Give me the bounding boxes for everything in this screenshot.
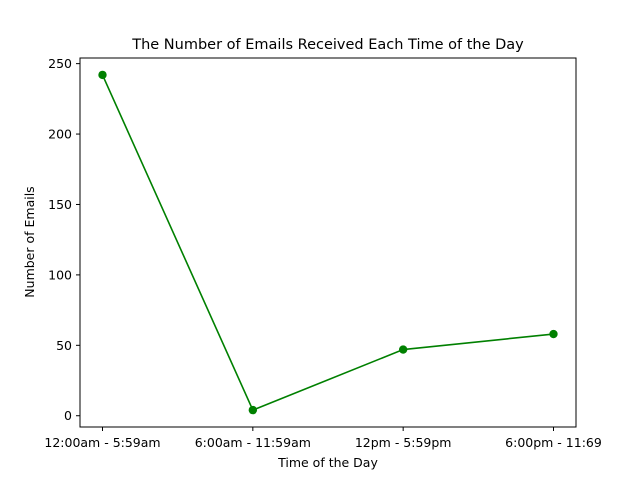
y-axis-label: Number of Emails — [22, 186, 37, 297]
y-tick-label: 100 — [48, 267, 72, 282]
x-axis-label: Time of the Day — [277, 455, 378, 470]
x-tick-label: 6:00pm - 11:69 — [505, 435, 602, 450]
y-tick-label: 150 — [48, 197, 72, 212]
x-tick-label: 12pm - 5:59pm — [355, 435, 452, 450]
y-tick-label: 50 — [56, 338, 72, 353]
series-line — [101, 74, 554, 412]
plot-frame — [79, 57, 577, 428]
y-axis: 0 50 100 150 200 250 — [48, 56, 80, 423]
data-point — [98, 70, 107, 80]
y-tick-label: 250 — [48, 56, 72, 71]
series-layer — [98, 70, 558, 415]
y-tick-label: 200 — [48, 127, 72, 142]
data-point — [549, 329, 558, 339]
y-tick-label: 0 — [64, 408, 72, 423]
data-point — [248, 405, 258, 415]
x-axis: 12:00am - 5:59am 6:00am - 11:59am 12pm - 5… — [44, 427, 602, 450]
x-tick-label: 12:00am - 5:59am — [44, 435, 160, 450]
x-tick-label: 6:00am - 11:59am — [195, 435, 311, 450]
chart-title: The Number of Emails Received Each Time … — [131, 37, 524, 53]
data-point — [398, 345, 408, 354]
